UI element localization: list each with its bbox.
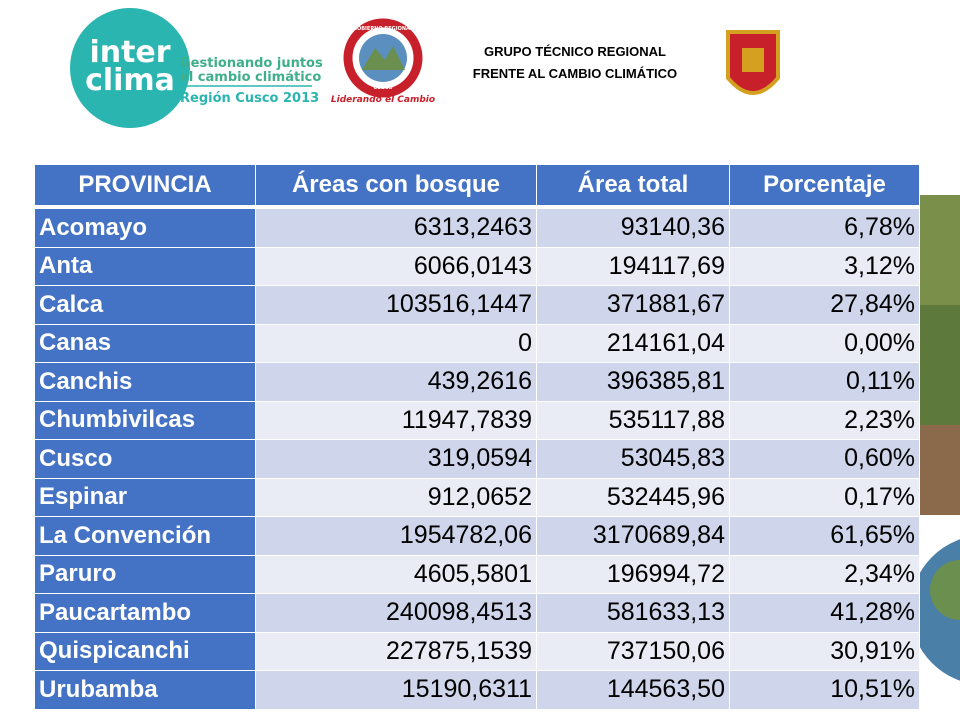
cell: 737150,06 bbox=[537, 631, 730, 670]
cell: 2,23% bbox=[730, 400, 920, 439]
cell: 41,28% bbox=[730, 593, 920, 632]
cell: 240098,4513 bbox=[256, 593, 537, 632]
cell: 912,0652 bbox=[256, 477, 537, 516]
cell: 93140,36 bbox=[537, 208, 730, 247]
cell: 319,0594 bbox=[256, 439, 537, 478]
table-row: Canas 0 214161,04 0,00% bbox=[35, 323, 920, 362]
seal-text: CUSCO bbox=[373, 85, 392, 91]
coat-center bbox=[742, 48, 764, 72]
province: Espinar bbox=[35, 477, 256, 516]
data-table: PROVINCIA Áreas con bosque Área total Porce… bbox=[35, 165, 920, 709]
cell: 6313,2463 bbox=[256, 208, 537, 247]
table-row: Urubamba 15190,6311 144563,50 10,51% bbox=[35, 670, 920, 709]
cell: 4605,5801 bbox=[256, 554, 537, 593]
region: Región Cusco 2013 bbox=[180, 91, 319, 106]
photo bbox=[916, 305, 960, 425]
cell: 535117,88 bbox=[537, 400, 730, 439]
table-row: La Convención 1954782,06 3170689,84 61,65% bbox=[35, 516, 920, 555]
cell: 532445,96 bbox=[537, 477, 730, 516]
logo-circle bbox=[70, 8, 190, 128]
cell: 0 bbox=[256, 323, 537, 362]
title: FRENTE AL CAMBIO CLIMÁTICO bbox=[473, 66, 677, 81]
globe-land bbox=[930, 560, 960, 620]
table-row: Paruro 4605,5801 196994,72 2,34% bbox=[35, 554, 920, 593]
tagline: Gestionando juntos bbox=[180, 56, 323, 71]
province: Paruro bbox=[35, 554, 256, 593]
province: Chumbivilcas bbox=[35, 400, 256, 439]
cell: 0,00% bbox=[730, 323, 920, 362]
header-row: PROVINCIA Áreas con bosque Área total Porce… bbox=[35, 165, 920, 208]
cell: 3170689,84 bbox=[537, 516, 730, 555]
cell: 53045,83 bbox=[537, 439, 730, 478]
province: Quispicanchi bbox=[35, 631, 256, 670]
table-row: Acomayo 6313,2463 93140,36 6,78% bbox=[35, 208, 920, 247]
province: Paucartambo bbox=[35, 593, 256, 632]
province: Urubamba bbox=[35, 670, 256, 709]
cell: 3,12% bbox=[730, 246, 920, 285]
cell: 30,91% bbox=[730, 631, 920, 670]
cell: 0,17% bbox=[730, 477, 920, 516]
cell: 396385,81 bbox=[537, 362, 730, 401]
cell: 6066,0143 bbox=[256, 246, 537, 285]
table-row: Calca 103516,1447 371881,67 27,84% bbox=[35, 285, 920, 324]
column-header: Áreas con bosque bbox=[256, 165, 537, 208]
logo-text: inter bbox=[89, 35, 170, 70]
photo bbox=[916, 425, 960, 515]
province: Anta bbox=[35, 246, 256, 285]
photo bbox=[916, 195, 960, 305]
cell: 0,11% bbox=[730, 362, 920, 401]
province: Canas bbox=[35, 323, 256, 362]
cell: 0,60% bbox=[730, 439, 920, 478]
table-row: Paucartambo 240098,4513 581633,13 41,28% bbox=[35, 593, 920, 632]
province: Acomayo bbox=[35, 208, 256, 247]
table-row: Anta 6066,0143 194117,69 3,12% bbox=[35, 246, 920, 285]
province: Calca bbox=[35, 285, 256, 324]
column-header: Área total bbox=[537, 165, 730, 208]
title: GRUPO TÉCNICO REGIONAL bbox=[484, 44, 666, 59]
seal-motto: Liderando el Cambio bbox=[331, 95, 435, 105]
photo-collage bbox=[910, 195, 960, 681]
cell: 581633,13 bbox=[537, 593, 730, 632]
province: Canchis bbox=[35, 362, 256, 401]
cell: 1954782,06 bbox=[256, 516, 537, 555]
cell: 61,65% bbox=[730, 516, 920, 555]
cell: 11947,7839 bbox=[256, 400, 537, 439]
cell: 194117,69 bbox=[537, 246, 730, 285]
cell: 439,2616 bbox=[256, 362, 537, 401]
table-row: Canchis 439,2616 396385,81 0,11% bbox=[35, 362, 920, 401]
logo-text: clima bbox=[85, 63, 175, 98]
cell: 196994,72 bbox=[537, 554, 730, 593]
table-row: Chumbivilcas 11947,7839 535117,88 2,23% bbox=[35, 400, 920, 439]
province: Cusco bbox=[35, 439, 256, 478]
cell: 227875,1539 bbox=[256, 631, 537, 670]
cell: 144563,50 bbox=[537, 670, 730, 709]
tagline: el cambio climático bbox=[180, 70, 321, 85]
cell: 214161,04 bbox=[537, 323, 730, 362]
seal-text: GOBIERNO REGIONAL bbox=[353, 26, 414, 32]
column-header: PROVINCIA bbox=[35, 165, 256, 208]
cell: 10,51% bbox=[730, 670, 920, 709]
cell: 15190,6311 bbox=[256, 670, 537, 709]
cell: 27,84% bbox=[730, 285, 920, 324]
cell: 2,34% bbox=[730, 554, 920, 593]
seal-mountain bbox=[362, 46, 405, 70]
cell: 6,78% bbox=[730, 208, 920, 247]
table-row: Espinar 912,0652 532445,96 0,17% bbox=[35, 477, 920, 516]
cell: 103516,1447 bbox=[256, 285, 537, 324]
table-row: Quispicanchi 227875,1539 737150,06 30,91% bbox=[35, 631, 920, 670]
column-header: Porcentaje bbox=[730, 165, 920, 208]
table-row: Cusco 319,0594 53045,83 0,60% bbox=[35, 439, 920, 478]
cell: 371881,67 bbox=[537, 285, 730, 324]
province: La Convención bbox=[35, 516, 256, 555]
